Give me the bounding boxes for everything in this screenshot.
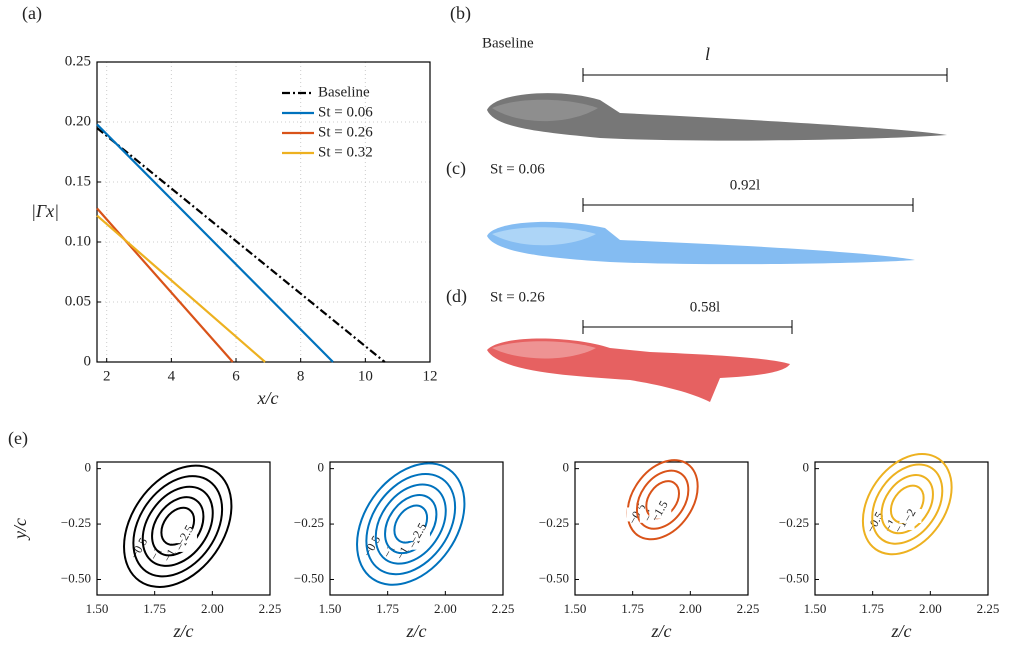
panel-label: (e) <box>8 428 28 449</box>
contour-label: −1.5 <box>648 498 671 524</box>
x-tick-label: 2.25 <box>737 601 760 616</box>
plot-frame <box>96 461 271 596</box>
x-axis-label: z/c <box>891 621 912 641</box>
plume <box>487 93 947 141</box>
x-tick-label: 2.25 <box>492 601 515 616</box>
y-axis-label: |Γx| <box>31 201 59 221</box>
legend-label: St = 0.32 <box>318 144 373 160</box>
y-tick-label: 0.05 <box>65 293 91 309</box>
contour-line <box>123 464 233 588</box>
plume-name: St = 0.06 <box>490 161 545 177</box>
contour-label: −2 <box>900 506 919 524</box>
contour-line <box>861 452 953 556</box>
series-line <box>96 214 266 363</box>
plume-core <box>492 99 598 122</box>
x-tick-label: 2.00 <box>919 601 942 616</box>
x-axis-label: z/c <box>651 621 672 641</box>
y-tick-label: −0.25 <box>294 515 324 530</box>
y-tick-label: −0.25 <box>61 515 91 530</box>
x-tick-label: 1.50 <box>319 601 342 616</box>
x-tick-label: 1.50 <box>804 601 827 616</box>
contour-label-bg <box>899 508 922 523</box>
x-tick-label: 12 <box>423 368 438 384</box>
contour-line <box>880 474 934 535</box>
contour-line <box>635 469 690 530</box>
length-label: l <box>705 44 710 64</box>
contour-label-bg <box>649 504 672 519</box>
legend-label: Baseline <box>318 84 370 100</box>
y-tick-label: −0.25 <box>779 515 809 530</box>
panel-label: (a) <box>22 3 42 24</box>
y-tick-label: −0.25 <box>539 515 569 530</box>
plume-core <box>492 341 596 359</box>
x-axis-label: z/c <box>406 621 427 641</box>
x-tick-label: 1.75 <box>621 601 644 616</box>
plot-frame <box>814 461 989 596</box>
x-tick-label: 2.00 <box>201 601 224 616</box>
contour-line <box>365 472 457 576</box>
plot-frame <box>96 61 431 363</box>
contour-label: −1 <box>380 542 399 560</box>
contour-label-bg <box>407 526 430 541</box>
series-line <box>96 127 386 363</box>
y-tick-label: −0.50 <box>61 570 91 585</box>
series-line <box>96 123 334 363</box>
x-tick-label: 6 <box>232 368 240 384</box>
contour-line <box>132 475 224 578</box>
x-tick-label: 4 <box>168 368 176 384</box>
y-tick-label: −0.50 <box>539 570 569 585</box>
panel-label: (d) <box>446 286 467 307</box>
x-tick-label: 1.75 <box>143 601 166 616</box>
contour-line <box>356 462 466 586</box>
y-tick-label: −0.50 <box>779 570 809 585</box>
length-label: 0.58l <box>690 299 720 315</box>
plume-name: St = 0.26 <box>490 289 545 305</box>
y-tick-label: −0.50 <box>294 570 324 585</box>
length-label: 0.92l <box>730 177 760 193</box>
x-tick-label: 1.75 <box>376 601 399 616</box>
contour-line <box>871 463 944 545</box>
plume <box>487 221 915 265</box>
y-tick-label: 0 <box>84 353 92 369</box>
x-axis-label: x/c <box>257 388 279 408</box>
y-tick-label: 0.25 <box>65 53 91 69</box>
x-tick-label: 1.50 <box>86 601 109 616</box>
x-tick-label: 2.25 <box>259 601 282 616</box>
y-tick-label: 0 <box>563 460 570 475</box>
x-tick-label: 10 <box>358 368 373 384</box>
panel-label: (c) <box>446 158 466 179</box>
y-tick-label: 0.20 <box>65 113 91 129</box>
contour-line <box>626 459 699 541</box>
x-tick-label: 1.75 <box>861 601 884 616</box>
plot-frame <box>329 461 504 596</box>
x-tick-label: 2.00 <box>679 601 702 616</box>
x-tick-label: 2.00 <box>434 601 457 616</box>
y-axis-label: y/c <box>10 518 30 541</box>
series-line <box>96 207 234 363</box>
contour-label-bg <box>174 529 197 544</box>
x-tick-label: 8 <box>297 368 305 384</box>
legend-label: St = 0.26 <box>318 124 373 140</box>
x-axis-label: z/c <box>173 621 194 641</box>
x-tick-label: 2 <box>103 368 111 384</box>
x-tick-label: 1.50 <box>564 601 587 616</box>
contour-label: −1 <box>147 544 166 562</box>
contour-line <box>141 485 214 567</box>
y-tick-label: 0 <box>803 460 810 475</box>
y-tick-label: 0 <box>318 460 325 475</box>
contour-line <box>374 483 447 565</box>
y-tick-label: 0.15 <box>65 173 91 189</box>
y-tick-label: 0 <box>85 460 92 475</box>
y-tick-label: 0.10 <box>65 233 91 249</box>
legend-label: St = 0.06 <box>318 104 373 120</box>
x-tick-label: 2.25 <box>977 601 1000 616</box>
plume-core <box>492 227 596 246</box>
panel-label: (b) <box>450 3 471 24</box>
plume-name: Baseline <box>482 35 534 51</box>
